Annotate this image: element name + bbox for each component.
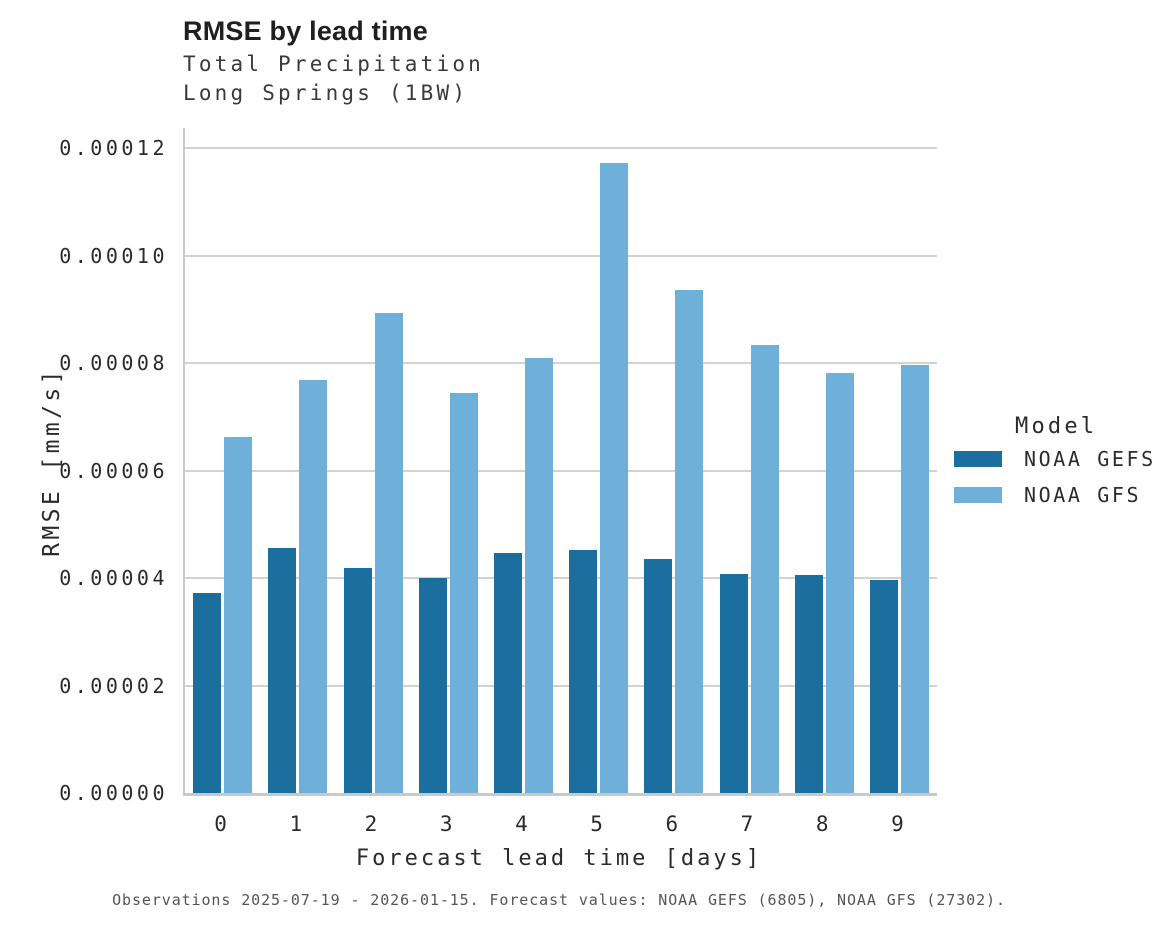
- x-axis-title: Forecast lead time [days]: [355, 846, 763, 871]
- legend-entry-gefs: NOAA GEFS: [954, 447, 1174, 471]
- gridline-0.00002: [185, 684, 937, 687]
- x-tick-label-5: 5: [590, 812, 603, 836]
- bar-noaa-gefs-lead-0: [193, 593, 222, 793]
- gefs-color-swatch: [954, 451, 1002, 467]
- gfs-color-swatch: [954, 487, 1002, 503]
- y-tick-label-0.00000: 0.00000: [59, 781, 168, 805]
- bar-noaa-gefs-lead-7: [719, 574, 748, 793]
- bar-noaa-gfs-lead-2: [374, 313, 403, 793]
- x-tick-label-3: 3: [439, 812, 453, 836]
- legend: Model NOAA GEFS NOAA GFS: [954, 414, 1174, 523]
- x-tick-label-1: 1: [289, 812, 303, 836]
- bar-noaa-gefs-lead-5: [569, 550, 598, 793]
- bar-noaa-gfs-lead-7: [750, 345, 779, 793]
- y-tick-label-0.00006: 0.00006: [59, 458, 168, 483]
- gridline-0.00010: [185, 254, 937, 257]
- bar-noaa-gfs-lead-5: [600, 163, 629, 793]
- chart-subtitle-variable: Total Precipitation: [183, 52, 485, 76]
- bar-noaa-gefs-lead-4: [493, 553, 522, 793]
- bar-noaa-gefs-lead-6: [644, 559, 673, 793]
- bar-noaa-gfs-lead-4: [524, 358, 553, 793]
- bar-noaa-gefs-lead-9: [869, 580, 898, 793]
- x-tick-label-7: 7: [740, 812, 754, 836]
- bar-noaa-gfs-lead-3: [449, 393, 478, 793]
- gridline-0.00006: [185, 469, 937, 472]
- x-tick-label-6: 6: [665, 812, 679, 836]
- x-tick-label-4: 4: [515, 812, 528, 836]
- bar-noaa-gefs-lead-3: [418, 578, 447, 793]
- bar-noaa-gfs-lead-0: [224, 437, 253, 793]
- legend-label-gfs: NOAA GFS: [1024, 483, 1142, 507]
- bar-noaa-gefs-lead-2: [343, 568, 372, 793]
- chart-subtitle-station: Long Springs (1BW): [183, 81, 469, 105]
- legend-title: Model: [1015, 414, 1098, 439]
- y-tick-label-0.00010: 0.00010: [59, 243, 168, 268]
- bar-noaa-gfs-lead-8: [825, 373, 854, 793]
- x-tick-label-2: 2: [364, 812, 378, 836]
- bar-noaa-gfs-lead-9: [900, 365, 929, 793]
- x-tick-label-9: 9: [891, 812, 904, 836]
- legend-label-gefs: NOAA GEFS: [1024, 447, 1156, 471]
- bar-noaa-gefs-lead-8: [794, 575, 823, 793]
- y-tick-label-0.00012: 0.00012: [59, 136, 168, 160]
- plot-area: [183, 128, 937, 796]
- x-tick-label-8: 8: [815, 812, 829, 836]
- y-tick-label-0.00004: 0.00004: [59, 566, 168, 590]
- y-tick-label-0.00008: 0.00008: [59, 351, 168, 375]
- chart-title: RMSE by lead time: [183, 16, 428, 46]
- y-tick-label-0.00002: 0.00002: [59, 673, 168, 698]
- x-tick-label-0: 0: [214, 812, 227, 836]
- bar-noaa-gfs-lead-1: [299, 380, 328, 793]
- gridline-0.00008: [185, 362, 937, 364]
- gridline-0.00004: [185, 577, 937, 579]
- gridline-0.00012: [185, 147, 937, 149]
- legend-entry-gfs: NOAA GFS: [954, 483, 1174, 507]
- figure-caption: Observations 2025-07-19 - 2026-01-15. Fo…: [112, 891, 1006, 909]
- bar-noaa-gefs-lead-1: [268, 548, 297, 793]
- bar-noaa-gfs-lead-6: [675, 290, 704, 793]
